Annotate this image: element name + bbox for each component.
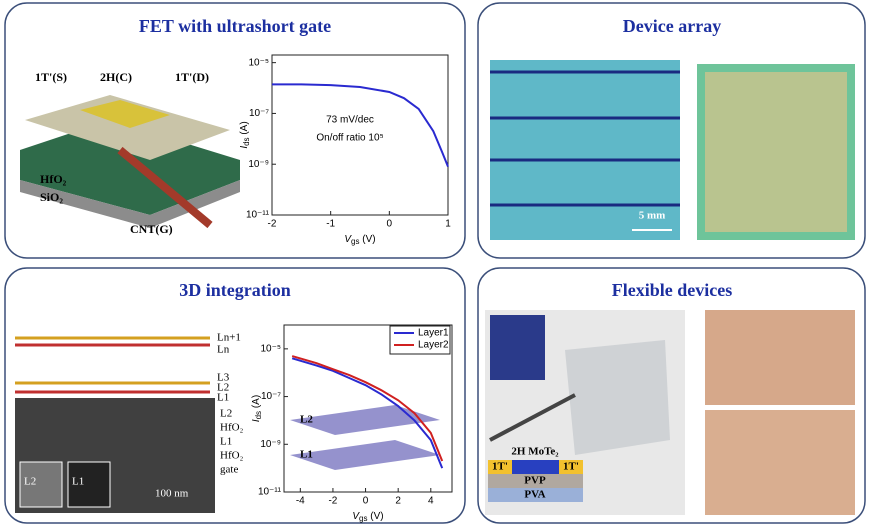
x-tick-label: 2 [395,496,401,507]
y-tick-label: 10⁻⁹ [260,439,281,450]
y-tick-label: 10⁻¹¹ [258,487,282,498]
label: L1 [220,436,232,448]
label: 1T'(S) [35,70,67,84]
page: FET with ultrashort gate Device array 3D… [0,0,870,526]
axis-label-sub: gs [351,237,359,246]
legend-label: Layer2 [418,340,449,351]
label: L2 [220,408,232,420]
label: 5 mm [639,210,666,222]
label: 1T' [492,461,508,473]
y-tick-label: 10⁻⁷ [249,108,269,119]
x-tick-label: 1 [445,219,451,230]
label: HfO₂ [40,172,67,186]
axis-label: Ids (A) [239,121,251,148]
label: L1 [300,449,313,461]
y-tick-label: 10⁻⁵ [248,57,269,68]
axis-label-sub: gs [359,514,367,523]
label: L1 [217,392,229,404]
label: CNT(G) [130,222,173,236]
photo-detail [705,72,847,232]
layer-2H [512,460,559,474]
axis-label-unit: (V) [360,234,376,245]
axis-label: Vgs (V) [344,234,375,246]
label: L2 [300,414,313,426]
axis-label: Vgs (V) [352,511,383,523]
axis-label-unit: (A) [251,395,262,411]
panel-title: FET with ultrashort gate [139,16,331,36]
panel-title: Flexible devices [612,280,732,300]
label: Ln [217,344,230,356]
photo-inset [490,315,545,380]
y-tick-label: 10⁻⁷ [261,391,281,402]
axis-label-unit: (A) [239,121,250,137]
axis-label-sub: ds [242,137,251,145]
label: PVA [524,489,545,501]
label: gate [220,464,238,476]
y-tick-label: 10⁻⁵ [260,343,281,354]
annotation: On/off ratio 10⁵ [316,133,383,144]
x-tick-label: -4 [296,496,305,507]
label: HfO₂ [220,450,244,462]
label: 1T' [563,461,579,473]
panel-title: 3D integration [179,280,291,300]
legend-label: Layer1 [418,328,449,339]
panel-title: Device array [623,16,721,36]
annotation: 73 mV/dec [326,115,374,126]
x-tick-label: 4 [428,496,434,507]
label: 2H MoTe₂ [511,446,559,458]
x-tick-label: 0 [363,496,369,507]
axis-label: Ids (A) [251,395,263,422]
photo [705,310,855,405]
label: 2H(C) [100,70,132,84]
x-tick-label: -1 [326,219,335,230]
x-tick-label: 0 [387,219,393,230]
y-tick-label: 10⁻⁹ [248,159,269,170]
label: 1T'(D) [175,70,209,84]
y-tick-label: 10⁻¹¹ [246,210,270,221]
label: SiO₂ [40,190,63,204]
label: 100 nm [155,488,189,500]
label: Ln+1 [217,332,241,344]
axis-label-sub: ds [254,411,263,419]
label: PVP [524,475,546,487]
x-tick-label: -2 [328,496,337,507]
label: L2 [24,476,36,488]
photo [705,410,855,515]
flexible-film [565,340,670,455]
label: HfO₂ [220,422,244,434]
label: L1 [72,476,84,488]
axis-label-unit: (V) [368,511,384,522]
figure: FET with ultrashort gate Device array 3D… [0,0,870,526]
